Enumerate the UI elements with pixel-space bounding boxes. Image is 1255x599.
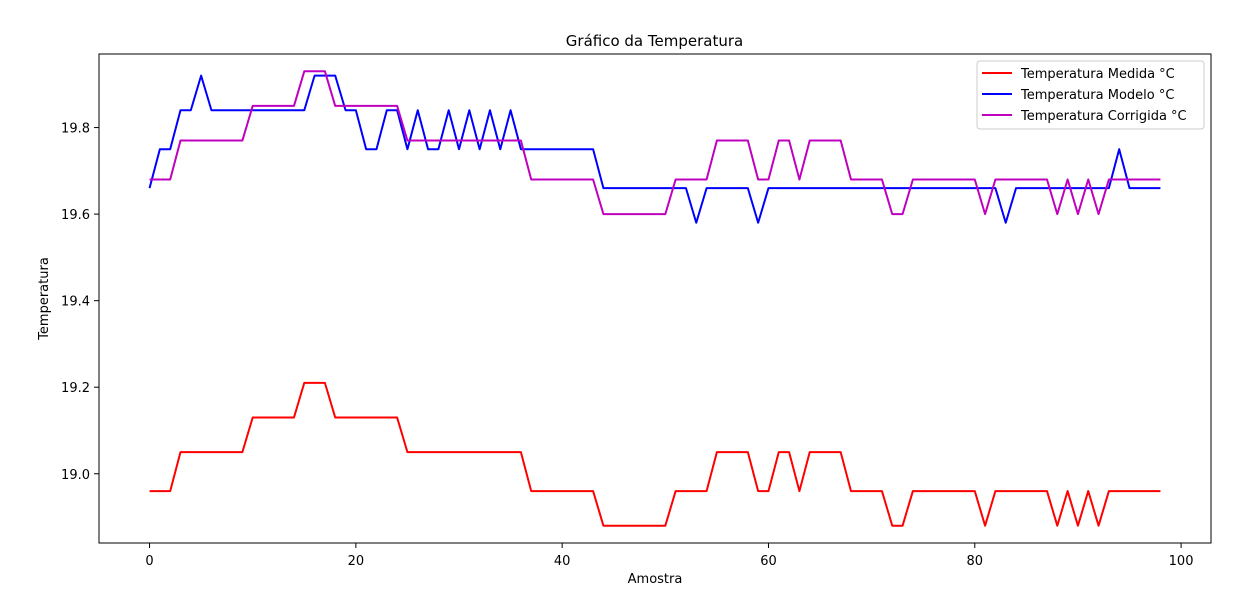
x-axis: 0 20 40 60 80 100: [145, 543, 1193, 569]
legend-label-modelo: Temperatura Modelo °C: [1020, 88, 1174, 103]
y-axis: 19.0 19.2 19.4 19.6 19.8: [61, 122, 99, 483]
y-tick-label: 19.2: [61, 381, 90, 396]
y-tick-label: 19.4: [61, 295, 90, 310]
x-tick-label: 100: [1169, 554, 1194, 569]
x-axis-label: Amostra: [628, 572, 683, 587]
series-line-2: [149, 70, 1161, 216]
y-tick-label: 19.8: [61, 122, 90, 137]
x-tick-label: 80: [967, 554, 984, 569]
y-axis-label: Temperatura: [37, 257, 52, 341]
legend-label-corrigida: Temperatura Corrigida °C: [1020, 109, 1187, 124]
plot-frame: [98, 53, 1212, 544]
legend-label-medida: Temperatura Medida °C: [1020, 67, 1175, 82]
x-tick-label: 40: [554, 554, 571, 569]
series-line-0: [149, 381, 1161, 527]
x-tick-label: 0: [145, 554, 153, 569]
y-tick-label: 19.0: [61, 468, 90, 483]
legend: Temperatura Medida °C Temperatura Modelo…: [976, 60, 1205, 130]
chart-title: Gráfico da Temperatura: [566, 32, 743, 50]
y-tick-label: 19.6: [61, 208, 90, 223]
series-layer: [148, 70, 1161, 527]
x-tick-label: 60: [760, 554, 777, 569]
legend-box: [976, 60, 1205, 130]
x-tick-label: 20: [348, 554, 365, 569]
